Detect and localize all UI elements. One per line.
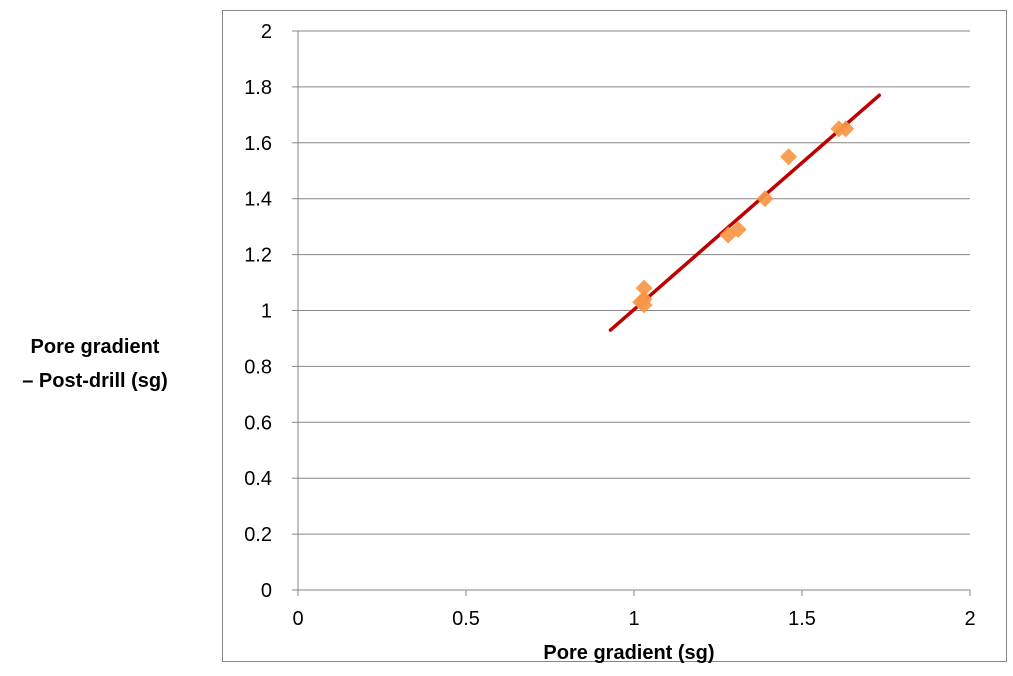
y-tick-label: 0 xyxy=(261,580,272,602)
y-tick-label: 1.2 xyxy=(244,245,272,267)
chart-frame xyxy=(222,10,1007,662)
trendline xyxy=(608,93,882,332)
y-tick-label: 0.8 xyxy=(244,356,272,378)
data-point xyxy=(756,190,774,208)
x-tick-labels: 0 0.5 1 1.5 2 xyxy=(292,608,975,630)
y-tick-label: 1.4 xyxy=(244,189,272,211)
x-tick-label: 0 xyxy=(292,608,303,630)
axes xyxy=(292,30,971,596)
y-axis-label: Pore gradient – Post-drill (sg) xyxy=(0,330,190,398)
y-tick-label: 1.8 xyxy=(244,77,272,99)
y-tick-label: 0.4 xyxy=(244,468,272,490)
y-tick-label: 1 xyxy=(261,301,272,323)
data-points xyxy=(632,120,855,314)
data-point xyxy=(635,279,653,297)
gridlines xyxy=(298,30,970,535)
x-tick-label: 2 xyxy=(964,608,975,630)
trendline-group xyxy=(608,93,882,332)
y-tick-label: 0.6 xyxy=(244,412,272,434)
data-point xyxy=(837,120,855,138)
x-tick-label: 1 xyxy=(628,608,639,630)
y-tick-label: 1.6 xyxy=(244,133,272,155)
data-point xyxy=(729,220,747,238)
x-tick-label: 1.5 xyxy=(788,608,816,630)
x-tick-label: 0.5 xyxy=(452,608,480,630)
y-tick-labels: 0 0.2 0.4 0.6 0.8 1 1.2 1.4 1.6 1.8 2 xyxy=(244,21,272,602)
data-point xyxy=(635,290,653,308)
y-axis-label-line-1: Pore gradient xyxy=(30,336,160,358)
x-axis-label: Pore gradient (sg) xyxy=(543,642,714,664)
y-tick-label: 2 xyxy=(261,21,272,43)
data-point xyxy=(780,148,798,166)
y-axis-label-line-2: – Post-drill (sg) xyxy=(22,370,168,392)
y-tick-label: 0.2 xyxy=(244,524,272,546)
